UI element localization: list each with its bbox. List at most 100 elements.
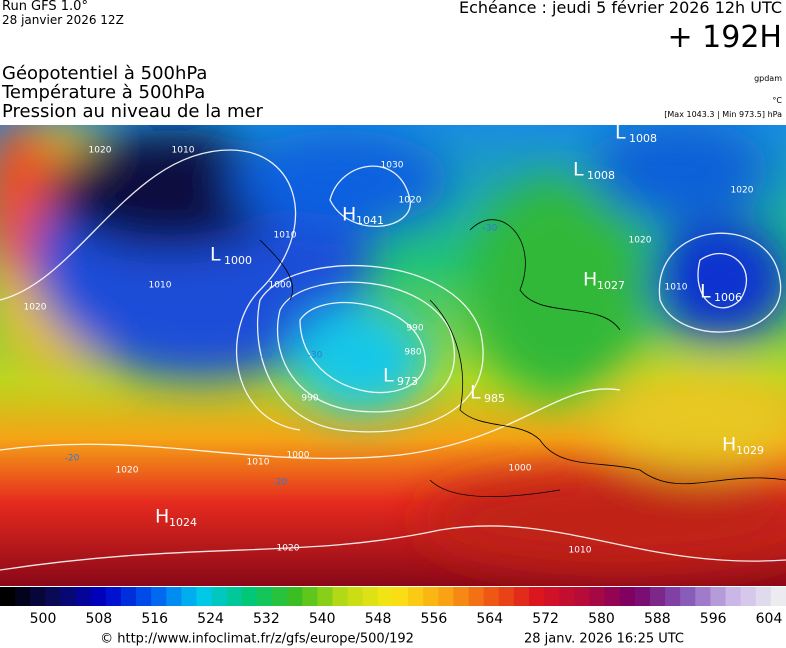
contour-label: 1020 — [629, 236, 652, 246]
contour-label: -20 — [273, 478, 288, 488]
unit: [Max 1043.3 | Min 973.5] hPa — [664, 110, 782, 119]
colorbar-cell — [559, 587, 575, 606]
colorbar-cell — [347, 587, 364, 606]
contour-label: 1000 — [269, 281, 292, 291]
colorbar-cell — [151, 587, 167, 606]
colorbar-label: 572 — [532, 611, 559, 627]
colorbar-cell — [408, 587, 424, 606]
colorbar-cell — [755, 587, 772, 606]
field: Pression au niveau de la mer — [2, 101, 263, 122]
contour-label: 1010 — [149, 281, 172, 291]
colorbar-cell — [589, 587, 606, 606]
field: Température à 500hPa — [2, 82, 206, 103]
center-letter: L — [470, 382, 481, 404]
contour-label: 1020 — [89, 146, 112, 156]
colorbar-cell — [619, 587, 636, 606]
colorbar-cell — [105, 587, 122, 606]
colorbar-cell — [649, 587, 666, 606]
colorbar-cell — [302, 587, 318, 606]
contour-label: 1000 — [287, 451, 310, 461]
colorbar-cell — [604, 587, 621, 606]
colorbar-cell — [453, 587, 470, 606]
colorbar-label: 540 — [309, 611, 336, 627]
colorbar-cell — [136, 587, 152, 606]
contour-label: 1030 — [381, 161, 404, 171]
pressure-center: L 1000 — [210, 244, 252, 268]
unit: °C — [772, 96, 782, 105]
unit: gpdam — [754, 74, 782, 83]
colorbar-cell — [468, 587, 485, 606]
colorbar: 500 508 516 524 532 540 548 556 564 572 580 588 596 6… — [0, 587, 786, 627]
colorbar-cell — [256, 587, 273, 606]
center-value: 1041 — [356, 214, 384, 227]
colorbar-label: 604 — [756, 611, 783, 627]
colorbar-cell — [241, 587, 258, 606]
pressure-center: L 985 — [470, 382, 505, 406]
colorbar-label: 524 — [197, 611, 224, 627]
contour-label: 1020 — [731, 186, 754, 196]
center-letter: H — [583, 269, 597, 291]
contour-label: 1020 — [399, 196, 422, 206]
footer-time: 28 janv. 2026 16:25 UTC — [524, 632, 684, 647]
colorbar-label: 532 — [253, 611, 280, 627]
colorbar-label: 508 — [85, 611, 112, 627]
pressure-center: H 1029 — [722, 434, 764, 458]
pressure-center: L 973 — [383, 365, 418, 389]
contour-label: 1010 — [569, 546, 592, 556]
center-value: 1029 — [736, 444, 764, 457]
colorbar-cell — [211, 587, 228, 606]
colorbar-cell — [272, 587, 288, 606]
colorbar-cell — [740, 587, 757, 606]
colorbar-cell — [317, 587, 334, 606]
colorbar-cell — [45, 587, 61, 606]
colorbar-label: 556 — [421, 611, 448, 627]
colorbar-cell — [574, 587, 590, 606]
colorbar-cell — [60, 587, 77, 606]
colorbar-cell — [90, 587, 107, 606]
center-value: 1027 — [597, 279, 625, 292]
colorbar-cell — [710, 587, 727, 606]
colorbar-cell — [665, 587, 681, 606]
colorbar-cell — [680, 587, 696, 606]
center-letter: H — [722, 434, 736, 456]
colorbar-cell — [423, 587, 439, 606]
colorbar-cell — [634, 587, 651, 606]
contour-label: 1020 — [116, 466, 139, 476]
pressure-center: H 1024 — [155, 506, 197, 530]
contour-label: 1020 — [24, 303, 47, 313]
colorbar-cell — [377, 587, 394, 606]
colorbar-cell — [498, 587, 515, 606]
pressure-center: H 1027 — [583, 269, 625, 293]
center-value: 1006 — [714, 291, 742, 304]
echeance: Echéance : jeudi 5 février 2026 12h UTC — [458, 0, 782, 17]
center-value: 985 — [484, 392, 505, 405]
center-letter: L — [700, 281, 711, 303]
colorbar-label: 516 — [141, 611, 168, 627]
center-value: 1008 — [587, 169, 615, 182]
contour-label: 1010 — [665, 283, 688, 293]
field-shading — [0, 125, 786, 586]
contour-label: 1010 — [172, 146, 195, 156]
footer-url: © http://www.infoclimat.fr/z/gfs/europe/… — [100, 632, 414, 647]
pressure-center: L 1006 — [700, 281, 742, 305]
colorbar-label: 564 — [476, 611, 503, 627]
colorbar-cell — [438, 587, 454, 606]
colorbar-cell — [15, 587, 31, 606]
colorbar-cell — [529, 587, 545, 606]
contour-label: -30 — [308, 351, 323, 361]
colorbar-cell — [287, 587, 303, 606]
center-letter: L — [615, 122, 626, 144]
colorbar-cell — [362, 587, 379, 606]
contour-label: -30 — [483, 224, 498, 234]
contour-label: 1010 — [274, 231, 297, 241]
colorbar-cell — [695, 587, 711, 606]
center-letter: L — [210, 244, 221, 266]
contour-label: 1010 — [247, 458, 270, 468]
pressure-center: L 1008 — [615, 122, 657, 146]
colorbar-label: 580 — [588, 611, 615, 627]
center-letter: L — [383, 365, 394, 387]
colorbar-cell — [181, 587, 197, 606]
